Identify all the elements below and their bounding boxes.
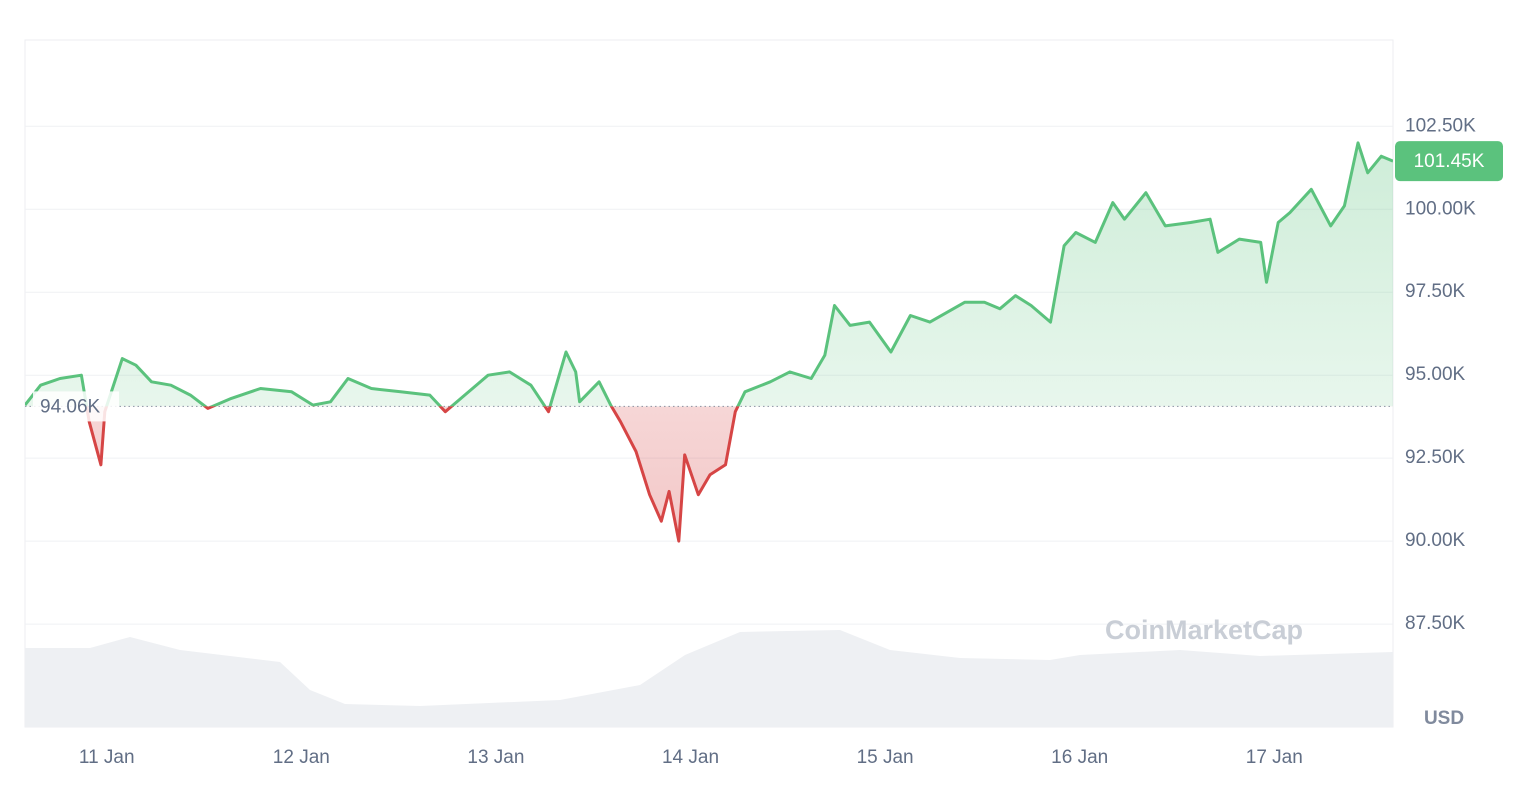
watermark: CoinMarketCap: [1105, 615, 1303, 645]
x-tick-label: 11 Jan: [79, 747, 135, 768]
price-line-up: [25, 141, 1393, 407]
baseline-label: 94.06K: [40, 396, 101, 417]
x-tick-label: 13 Jan: [467, 747, 524, 768]
y-tick-label: 95.00K: [1405, 364, 1466, 385]
y-tick-label: 92.50K: [1405, 447, 1466, 468]
y-tick-label: 100.00K: [1405, 198, 1476, 219]
currency-label: USD: [1424, 708, 1464, 729]
last-price-badge: [1395, 141, 1503, 182]
x-tick-label: 16 Jan: [1051, 747, 1108, 768]
price-line-down: [85, 406, 740, 543]
x-tick-label: 17 Jan: [1246, 747, 1303, 768]
y-tick-label: 102.50K: [1405, 115, 1476, 136]
x-tick-label: 12 Jan: [273, 747, 330, 768]
y-tick-label: 87.50K: [1405, 613, 1466, 634]
volume-area: [25, 630, 1393, 727]
baseline-label-bg: [33, 391, 119, 422]
x-tick-label: 14 Jan: [662, 747, 719, 768]
last-price-label: 101.45K: [1414, 151, 1485, 172]
y-tick-label: 97.50K: [1405, 281, 1466, 302]
area-up: [25, 142, 1393, 407]
x-tick-label: 15 Jan: [857, 747, 914, 768]
y-tick-label: 90.00K: [1405, 530, 1466, 551]
